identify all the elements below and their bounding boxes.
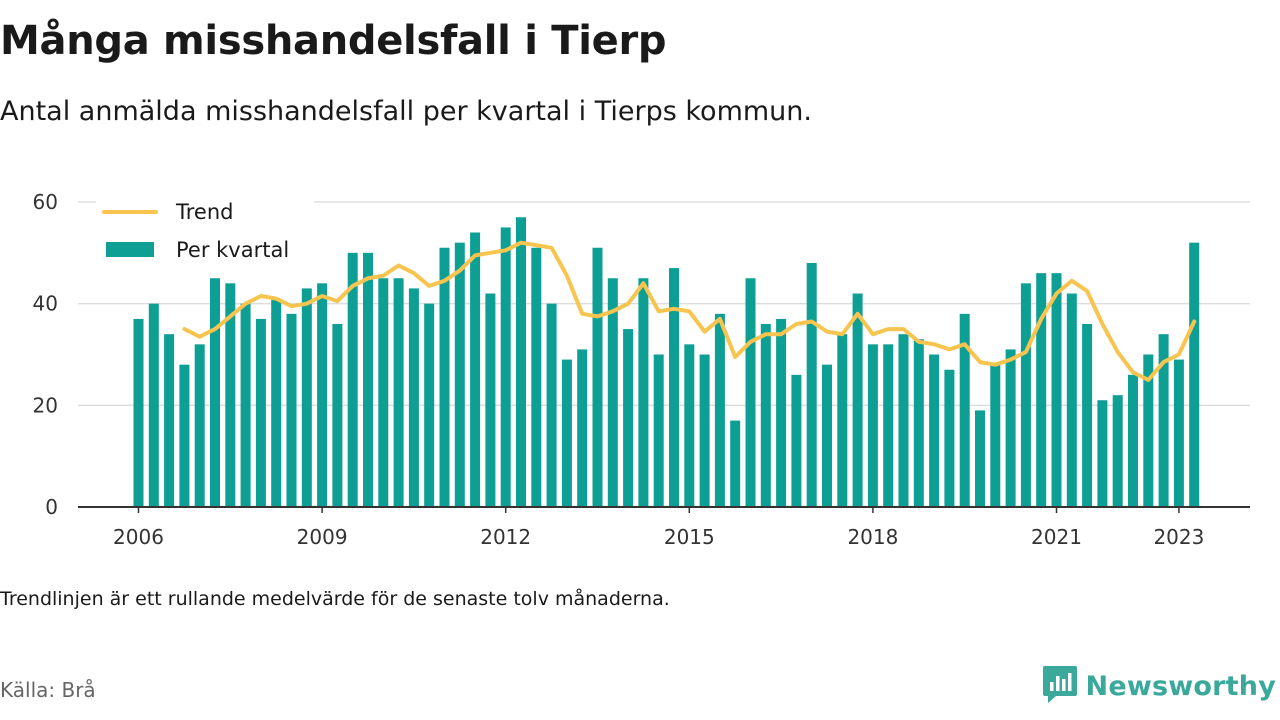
y-tick-label: 20	[33, 393, 58, 417]
bar[interactable]	[730, 420, 741, 507]
bar[interactable]	[577, 349, 588, 507]
bar[interactable]	[714, 313, 725, 507]
bar[interactable]	[776, 318, 787, 507]
bar[interactable]	[959, 313, 970, 507]
x-tick-label: 2015	[664, 525, 715, 549]
bar[interactable]	[592, 247, 603, 507]
x-tick-label: 2018	[847, 525, 898, 549]
bar[interactable]	[760, 324, 771, 507]
bar[interactable]	[164, 334, 175, 507]
bar[interactable]	[638, 278, 649, 507]
bar[interactable]	[1082, 324, 1093, 507]
x-tick-label: 2021	[1031, 525, 1082, 549]
bar[interactable]	[378, 278, 389, 507]
bar[interactable]	[485, 293, 496, 508]
bar[interactable]	[408, 288, 419, 507]
bar[interactable]	[454, 242, 465, 507]
bar[interactable]	[607, 278, 618, 507]
bar[interactable]	[745, 278, 756, 507]
bar[interactable]	[822, 364, 832, 507]
bar[interactable]	[929, 354, 940, 508]
bar[interactable]	[225, 283, 236, 507]
bar[interactable]	[975, 410, 985, 507]
y-tick-label: 60	[33, 190, 58, 214]
bar[interactable]	[1112, 395, 1123, 507]
bar[interactable]	[133, 318, 144, 507]
bar[interactable]	[1158, 334, 1169, 507]
legend: Trend Per kvartal	[96, 196, 314, 274]
brand-logo[interactable]: Newsworthy	[1042, 664, 1276, 708]
bar[interactable]	[470, 232, 481, 508]
bar[interactable]	[1051, 273, 1062, 507]
bar[interactable]	[1005, 349, 1016, 507]
bar[interactable]	[546, 303, 557, 507]
bar[interactable]	[148, 303, 159, 507]
bar[interactable]	[424, 303, 435, 507]
bar[interactable]	[1097, 400, 1108, 507]
chart-title: Många misshandelsfall i Tierp	[0, 18, 667, 64]
bar[interactable]	[623, 329, 634, 507]
bar[interactable]	[332, 324, 343, 507]
bar[interactable]	[240, 303, 251, 507]
bar[interactable]	[179, 364, 190, 507]
bar[interactable]	[1189, 242, 1200, 507]
bar[interactable]	[439, 247, 450, 507]
chart-subtitle: Antal anmälda misshandelsfall per kvarta…	[0, 96, 812, 127]
bar[interactable]	[791, 374, 802, 507]
bar-chart-speech-bubble-icon	[1042, 664, 1078, 708]
bar[interactable]	[500, 227, 511, 507]
bar[interactable]	[837, 334, 848, 507]
bar[interactable]	[913, 339, 924, 507]
bar[interactable]	[653, 354, 664, 508]
bar[interactable]	[561, 359, 572, 507]
bar[interactable]	[1036, 273, 1047, 507]
bar[interactable]	[1020, 283, 1031, 507]
bar[interactable]	[1173, 359, 1184, 507]
bar[interactable]	[669, 268, 679, 507]
bar[interactable]	[255, 318, 266, 507]
bar[interactable]	[286, 313, 297, 507]
y-tick-label: 0	[45, 495, 58, 519]
bar[interactable]	[531, 247, 542, 507]
bar[interactable]	[990, 364, 1001, 507]
bar[interactable]	[194, 344, 205, 507]
bar[interactable]	[393, 278, 404, 507]
source-label: Källa: Brå	[0, 678, 96, 702]
x-tick-label: 2009	[297, 525, 348, 549]
legend-label-per-kvartal: Per kvartal	[176, 238, 289, 262]
bar[interactable]	[1143, 354, 1154, 508]
bar-chart: 0 20 40 60 2006 2009 2012 2015 2018 2021 2023 Tren…	[33, 190, 1250, 549]
bar[interactable]	[806, 263, 817, 507]
bar[interactable]	[301, 288, 312, 507]
brand-name: Newsworthy	[1085, 670, 1276, 702]
legend-label-trend: Trend	[175, 200, 233, 224]
bar[interactable]	[852, 293, 863, 508]
legend-swatch-per-kvartal	[106, 242, 154, 257]
bar[interactable]	[210, 278, 220, 507]
bar[interactable]	[317, 283, 328, 507]
bar[interactable]	[516, 217, 526, 507]
bar[interactable]	[867, 344, 878, 507]
bar[interactable]	[699, 354, 710, 508]
x-tick-label: 2006	[113, 525, 164, 549]
bar[interactable]	[271, 298, 282, 507]
bar[interactable]	[347, 252, 358, 507]
bar[interactable]	[1128, 374, 1138, 507]
bar[interactable]	[1066, 293, 1077, 508]
legend-background	[96, 196, 314, 274]
bar[interactable]	[684, 344, 695, 507]
chart-note: Trendlinjen är ett rullande medelvärde f…	[0, 588, 670, 610]
bar[interactable]	[898, 334, 909, 507]
y-tick-label: 40	[33, 292, 58, 316]
x-tick-label: 2023	[1153, 525, 1204, 549]
bar[interactable]	[944, 369, 955, 507]
bar[interactable]	[363, 252, 373, 507]
x-tick-label: 2012	[480, 525, 531, 549]
bar[interactable]	[883, 344, 894, 507]
trend-line[interactable]	[182, 240, 1197, 382]
